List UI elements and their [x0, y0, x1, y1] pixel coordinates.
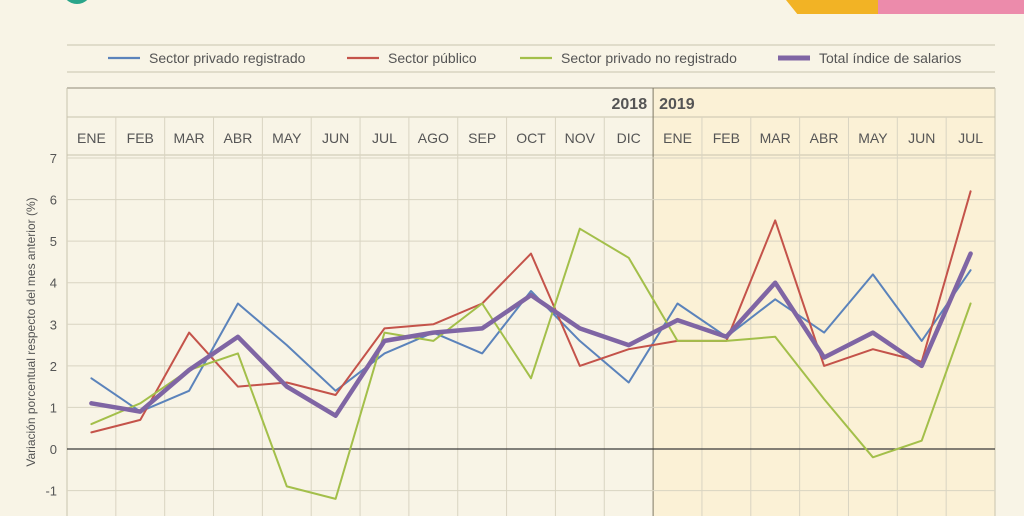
legend-label-1: Sector privado registrado	[149, 50, 306, 66]
x-tick-label: JUL	[958, 130, 983, 146]
x-tick-label: ENE	[77, 130, 106, 146]
x-tick-label: FEB	[713, 130, 740, 146]
year-label-2018: 2018	[612, 96, 648, 113]
x-tick-label: ABR	[224, 130, 253, 146]
legend-label-3: Sector privado no registrado	[561, 50, 737, 66]
y-tick-label: 2	[50, 359, 57, 374]
y-tick-label: 6	[50, 193, 57, 208]
year-label-2019: 2019	[659, 96, 695, 113]
x-tick-label: MAR	[174, 130, 205, 146]
y-tick-label: 3	[50, 317, 57, 332]
x-tick-label: MAY	[858, 130, 888, 146]
y-tick-label: -1	[45, 484, 57, 499]
x-tick-label: ABR	[810, 130, 839, 146]
x-tick-label: JUL	[372, 130, 397, 146]
x-tick-label: JUN	[908, 130, 935, 146]
x-tick-label: SEP	[468, 130, 496, 146]
series-line-4	[89, 251, 973, 418]
x-tick-label: AGO	[418, 130, 449, 146]
x-tick-label: MAR	[760, 130, 791, 146]
series-line-3	[90, 227, 972, 500]
y-tick-label: 7	[50, 151, 57, 166]
y-tick-label: 0	[50, 442, 57, 457]
x-tick-label: MAY	[272, 130, 302, 146]
x-tick-label: ENE	[663, 130, 692, 146]
x-tick-label: OCT	[516, 130, 546, 146]
y-tick-label: 4	[50, 276, 57, 291]
legend-label-4: Total índice de salarios	[819, 50, 961, 66]
y-axis-label: Variación porcentual respecto del mes an…	[24, 197, 38, 466]
series-line-1	[90, 269, 972, 413]
series-line-2	[90, 190, 972, 434]
decorative-band-pink	[878, 0, 1024, 14]
x-tick-label: JUN	[322, 130, 349, 146]
logo-mark	[62, 0, 92, 4]
y-tick-label: 1	[50, 400, 57, 415]
highlight-2019-area	[653, 88, 995, 516]
x-tick-label: NOV	[565, 130, 596, 146]
y-tick-label: 5	[50, 234, 57, 249]
x-tick-label: FEB	[127, 130, 154, 146]
x-tick-label: DIC	[617, 130, 641, 146]
decorative-band-yellow	[786, 0, 880, 14]
legend-label-2: Sector público	[388, 50, 477, 66]
